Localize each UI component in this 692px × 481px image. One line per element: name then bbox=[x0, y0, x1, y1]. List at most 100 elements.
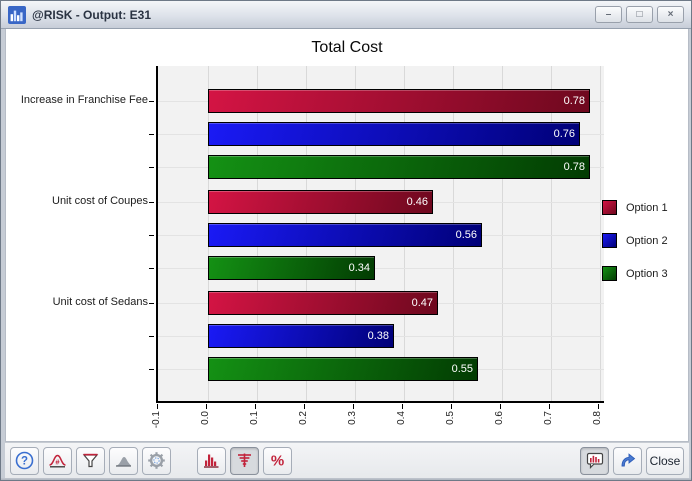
maximize-button[interactable]: □ bbox=[626, 6, 653, 23]
y-axis-tick bbox=[149, 268, 154, 269]
svg-text:?: ? bbox=[21, 456, 28, 468]
tornado-icon bbox=[235, 451, 254, 470]
x-axis-tick bbox=[451, 404, 452, 409]
app-histogram-icon bbox=[8, 5, 26, 24]
close-window-button[interactable]: × bbox=[657, 6, 684, 23]
x-tick-label: 0.8 bbox=[592, 411, 603, 425]
x-gridline bbox=[600, 66, 601, 401]
bottom-toolbar: ? # % Close bbox=[5, 442, 689, 478]
close-button[interactable]: Close bbox=[646, 446, 684, 475]
svg-text:%: % bbox=[271, 453, 284, 470]
x-tick-label: 0.3 bbox=[347, 411, 358, 425]
tornado-view-button[interactable] bbox=[230, 446, 259, 475]
toolbar-middle-group: % bbox=[197, 446, 292, 475]
bar-value-label: 0.55 bbox=[451, 363, 473, 375]
chart-bar-option2-cat1: 0.76 bbox=[208, 122, 580, 146]
percent-view-button[interactable]: % bbox=[263, 446, 292, 475]
chart-title: Total Cost bbox=[311, 39, 383, 56]
funnel-icon bbox=[81, 451, 100, 470]
bar-value-label: 0.34 bbox=[348, 262, 370, 274]
y-axis-tick bbox=[149, 235, 154, 236]
category-label: Unit cost of Coupes bbox=[52, 195, 148, 207]
bar-value-label: 0.47 bbox=[411, 297, 433, 309]
chart-callout-icon bbox=[585, 451, 605, 470]
y-axis-tick bbox=[149, 101, 154, 102]
overlay-curve-button[interactable] bbox=[109, 446, 138, 475]
svg-text:#: # bbox=[55, 458, 60, 467]
legend-label: Option 2 bbox=[626, 234, 668, 247]
x-axis-tick bbox=[598, 404, 599, 409]
window-title: @RISK - Output: E31 bbox=[32, 7, 152, 22]
window-bottom-edge bbox=[1, 478, 691, 480]
minimize-button[interactable]: – bbox=[595, 6, 622, 23]
y-axis-tick bbox=[149, 134, 154, 135]
x-gridline bbox=[551, 66, 552, 401]
x-axis-tick bbox=[500, 404, 501, 409]
settings-button[interactable] bbox=[142, 446, 171, 475]
y-gridline bbox=[158, 268, 604, 269]
x-tick-label: 0.5 bbox=[445, 411, 456, 425]
bar-value-label: 0.78 bbox=[563, 95, 585, 107]
y-axis-tick bbox=[149, 167, 154, 168]
x-axis-tick bbox=[304, 404, 305, 409]
y-axis-tick bbox=[149, 369, 154, 370]
legend-swatch-icon bbox=[602, 266, 617, 281]
x-tick-label: -0.1 bbox=[151, 411, 162, 429]
gear-icon bbox=[147, 451, 166, 470]
legend-item: Option 1 bbox=[602, 200, 668, 215]
bell-curve-icon: # bbox=[48, 451, 67, 470]
chart-bar-option3-cat2: 0.34 bbox=[208, 256, 375, 280]
x-axis-tick bbox=[206, 404, 207, 409]
y-axis-tick bbox=[149, 202, 154, 203]
help-button[interactable]: ? bbox=[10, 446, 39, 475]
question-circle-icon: ? bbox=[15, 451, 34, 470]
x-tick-label: 0.1 bbox=[249, 411, 260, 425]
define-distribution-button[interactable]: # bbox=[43, 446, 72, 475]
export-button[interactable] bbox=[613, 446, 642, 475]
toolbar-right-group: Close bbox=[580, 446, 684, 475]
chart-bar-option1-cat2: 0.46 bbox=[208, 190, 433, 214]
bar-value-label: 0.78 bbox=[563, 161, 585, 173]
legend-item: Option 3 bbox=[602, 266, 668, 281]
legend-swatch-icon bbox=[602, 200, 617, 215]
chart-callout-button[interactable] bbox=[580, 446, 609, 475]
x-tick-label: 0.6 bbox=[494, 411, 505, 425]
category-label: Unit cost of Sedans bbox=[52, 296, 148, 308]
bar-value-label: 0.46 bbox=[406, 196, 428, 208]
x-axis-tick bbox=[157, 404, 158, 409]
chart-bar-option3-cat1: 0.78 bbox=[208, 155, 590, 179]
chart-bar-option3-cat3: 0.55 bbox=[208, 357, 478, 381]
chart-bar-option2-cat3: 0.38 bbox=[208, 324, 394, 348]
bar-value-label: 0.56 bbox=[455, 229, 477, 241]
x-axis-tick bbox=[255, 404, 256, 409]
toolbar-left-group: ? # bbox=[10, 446, 171, 475]
chart-bar-option1-cat3: 0.47 bbox=[208, 291, 438, 315]
title-bar: @RISK - Output: E31 – □ × bbox=[1, 1, 691, 29]
x-tick-label: 0.0 bbox=[200, 411, 211, 425]
chart-bar-option2-cat2: 0.56 bbox=[208, 223, 482, 247]
window-controls: – □ × bbox=[595, 6, 684, 23]
category-label: Increase in Franchise Fee bbox=[20, 94, 148, 106]
area-curve-icon bbox=[114, 451, 133, 470]
filter-button[interactable] bbox=[76, 446, 105, 475]
histogram-view-button[interactable] bbox=[197, 446, 226, 475]
chart-legend: Option 1 Option 2 Option 3 bbox=[602, 200, 668, 299]
histogram-icon bbox=[202, 451, 221, 470]
x-tick-label: 0.7 bbox=[543, 411, 554, 425]
x-tick-label: 0.4 bbox=[396, 411, 407, 425]
plot-area: 0.78 0.76 0.78 0.46 0.56 0.34 0.47 0.38 0.55 bbox=[156, 66, 604, 403]
legend-label: Option 1 bbox=[626, 201, 668, 214]
export-arrow-icon bbox=[618, 451, 637, 470]
bar-value-label: 0.38 bbox=[367, 330, 389, 342]
bar-value-label: 0.76 bbox=[553, 128, 575, 140]
y-axis-tick bbox=[149, 336, 154, 337]
x-axis-tick bbox=[353, 404, 354, 409]
x-gridline bbox=[502, 66, 503, 401]
chart-bar-option1-cat1: 0.78 bbox=[208, 89, 590, 113]
legend-item: Option 2 bbox=[602, 233, 668, 248]
x-tick-label: 0.2 bbox=[298, 411, 309, 425]
y-axis-tick bbox=[149, 303, 154, 304]
legend-label: Option 3 bbox=[626, 267, 668, 280]
percent-icon: % bbox=[268, 451, 287, 470]
